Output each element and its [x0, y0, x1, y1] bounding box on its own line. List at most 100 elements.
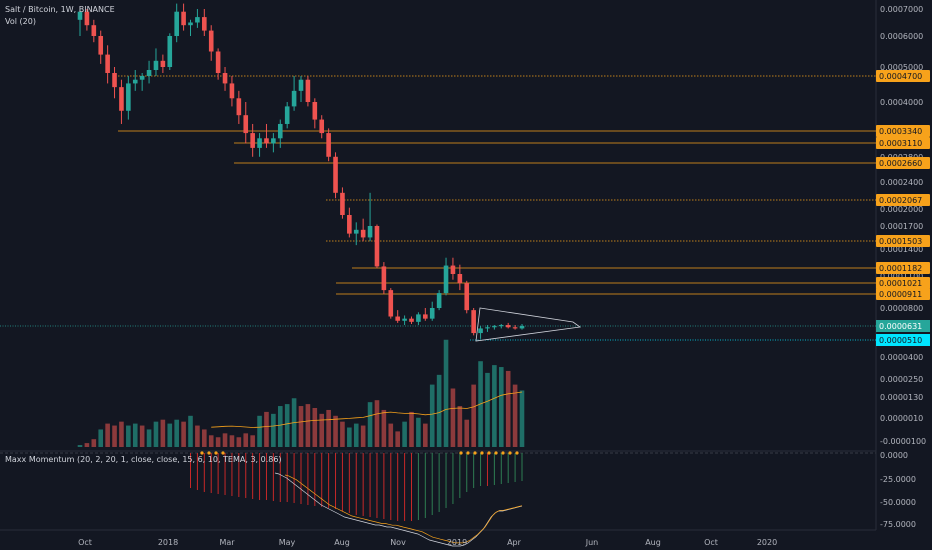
volume-bar [464, 419, 470, 447]
volume-bar [112, 425, 117, 447]
volume-bar [326, 409, 331, 447]
candle-body [160, 60, 166, 67]
price-axis-tick: 0.0001100 [880, 272, 923, 281]
candle-body [208, 30, 214, 52]
volume-bar [395, 431, 400, 447]
volume-bar [340, 421, 345, 447]
volume-bar [333, 415, 338, 447]
candle-body [139, 76, 145, 80]
time-axis-tick: Apr [507, 538, 522, 547]
signal-dot [501, 451, 505, 455]
volume-bar [298, 406, 304, 447]
candle-body [105, 54, 110, 73]
price-axis-tick: -25.0000 [880, 475, 916, 484]
candle-body [98, 36, 104, 55]
time-axis-tick: Aug [334, 538, 350, 547]
candle-body [395, 316, 400, 321]
price-axis-tick: 0.0006000 [880, 32, 923, 41]
candle-body [367, 226, 373, 238]
candle-body [374, 226, 380, 267]
candle-body [347, 215, 352, 234]
level-price-tag [876, 137, 930, 149]
volume-bar [195, 425, 200, 447]
volume-bar [98, 429, 104, 447]
price-axis-tick: 0.0002000 [880, 205, 923, 214]
volume-bar [271, 413, 276, 447]
volume-bar [443, 339, 449, 447]
volume-bar [388, 423, 394, 447]
level-price-tag [876, 125, 930, 137]
signal-dot [466, 451, 470, 455]
level-price-tag [876, 157, 930, 169]
candle-body [512, 327, 518, 329]
level-price-label: 0.0000911 [879, 290, 922, 299]
candle-body [257, 138, 262, 148]
volume-bar [84, 443, 90, 447]
volume-bar [243, 433, 249, 447]
volume-bar [402, 421, 407, 447]
candle-body [416, 314, 421, 322]
volume-bar [208, 435, 214, 447]
candle-body [291, 90, 297, 107]
candle-body [353, 229, 359, 234]
candle-body [215, 51, 221, 73]
time-axis-tick: Oct [704, 538, 718, 547]
candle-body [505, 325, 511, 328]
volume-bar [222, 433, 228, 447]
current-price-tag [876, 320, 930, 332]
volume-bar [202, 429, 207, 447]
signal-dot [473, 451, 477, 455]
volume-bar [264, 411, 269, 447]
price-axis-tick: 0.0001700 [880, 222, 923, 231]
candle-body [305, 79, 311, 102]
signal-dot [508, 451, 512, 455]
price-axis-tick: 0.0000130 [880, 393, 923, 402]
candle-body [271, 138, 276, 144]
candle-body [450, 265, 456, 274]
signal-dot [200, 451, 204, 455]
level-price-label: 0.0002660 [879, 159, 922, 168]
volume-bar [215, 437, 221, 447]
candle-body [402, 318, 407, 321]
candle-body [298, 79, 304, 91]
time-axis-tick: Jun [585, 538, 599, 547]
candle-body [146, 70, 152, 76]
level-price-tag [876, 277, 930, 289]
candle-body [319, 119, 325, 134]
volume-bar [188, 415, 193, 447]
candle-body [423, 314, 428, 319]
volume-bar [416, 417, 421, 447]
signal-dot [494, 451, 498, 455]
signal-dot [207, 451, 211, 455]
candle-body [409, 318, 414, 322]
price-axis-tick: 0.0000250 [880, 375, 923, 384]
volume-bar [167, 423, 173, 447]
level-price-tag [876, 262, 930, 274]
volume-bar [105, 423, 110, 447]
candle-body [132, 79, 138, 84]
signal-dot [221, 451, 225, 455]
volume-bar [319, 413, 325, 447]
volume-bar [471, 384, 476, 447]
volume-bar [381, 409, 387, 447]
volume-bar [139, 425, 145, 447]
price-axis-tick: 0.0000 [880, 451, 908, 460]
candle-body [284, 106, 290, 124]
volume-bar [174, 419, 179, 447]
signal-dot [214, 451, 218, 455]
volume-bar [119, 421, 124, 447]
candle-body [360, 229, 366, 238]
level-price-label: 0.0001503 [879, 237, 922, 246]
candle-body [388, 290, 394, 317]
volume-bar [360, 425, 366, 447]
triangle-pattern [475, 307, 582, 342]
level-price-label: 0.0003110 [879, 139, 922, 148]
volume-bar [457, 406, 463, 447]
candle-body [492, 326, 497, 328]
volume-bar [512, 384, 518, 447]
price-axis-tick: -0.0000100 [880, 437, 926, 446]
candle-body [277, 123, 283, 139]
candle-body [195, 17, 200, 23]
candle-body [84, 11, 90, 26]
